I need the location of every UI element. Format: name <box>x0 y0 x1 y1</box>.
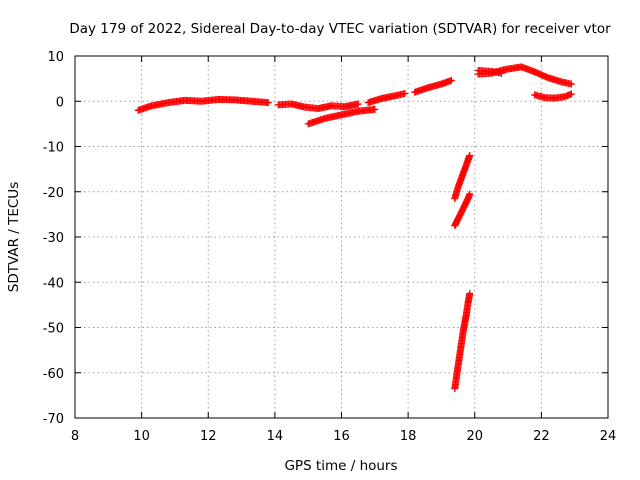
series-arc-4 <box>364 90 409 107</box>
y-tick-label: -50 <box>43 322 64 337</box>
data-point <box>354 100 362 108</box>
series-arc-8 <box>531 90 575 102</box>
series-arc-6 <box>474 63 575 88</box>
chart-title: Day 179 of 2022, Sidereal Day-to-day VTE… <box>69 21 611 37</box>
x-tick-label: 24 <box>600 429 617 444</box>
x-tick-label: 16 <box>333 429 350 444</box>
data-point <box>567 90 575 98</box>
series-arc-9 <box>451 152 474 203</box>
x-tick-label: 20 <box>466 429 483 444</box>
y-tick-label: -30 <box>43 231 64 246</box>
x-tick-label: 18 <box>400 429 417 444</box>
y-tick-label: -40 <box>43 276 64 291</box>
x-tick-label: 14 <box>267 429 284 444</box>
y-tick-label: 0 <box>56 95 64 110</box>
x-axis-label: GPS time / hours <box>284 458 397 474</box>
series-arc-7 <box>474 66 505 77</box>
x-tick-label: 12 <box>200 429 217 444</box>
y-tick-label: -10 <box>43 141 64 156</box>
y-tick-label: -70 <box>43 412 64 427</box>
series-arc-2 <box>274 100 362 112</box>
series-arc-11 <box>451 290 474 393</box>
y-tick-label: -60 <box>43 367 64 382</box>
y-tick-label: -20 <box>43 186 64 201</box>
x-tick-label: 22 <box>533 429 550 444</box>
grid <box>75 56 608 418</box>
data-point <box>447 76 455 84</box>
series-arc-1 <box>134 95 272 114</box>
y-axis-label: SDTVAR / TECUs <box>6 182 22 292</box>
axis-ticks: 8 10 12 14 16 18 20 22 24 10 0 -10 -20 -30 -40 -50 -60 -7… <box>43 50 617 444</box>
data-points <box>134 63 575 393</box>
x-tick-label: 8 <box>71 429 79 444</box>
series-arc-5 <box>411 76 455 96</box>
x-tick-label: 10 <box>133 429 150 444</box>
data-point <box>371 105 379 113</box>
data-point <box>401 90 409 98</box>
data-point <box>466 290 474 298</box>
data-point <box>567 80 575 88</box>
series-arc-10 <box>451 190 474 230</box>
data-point <box>466 190 474 198</box>
data-point <box>466 152 474 160</box>
data-point <box>264 99 272 107</box>
series-arc-3 <box>304 105 379 128</box>
data-point <box>497 69 505 77</box>
y-tick-label: 10 <box>47 50 64 65</box>
